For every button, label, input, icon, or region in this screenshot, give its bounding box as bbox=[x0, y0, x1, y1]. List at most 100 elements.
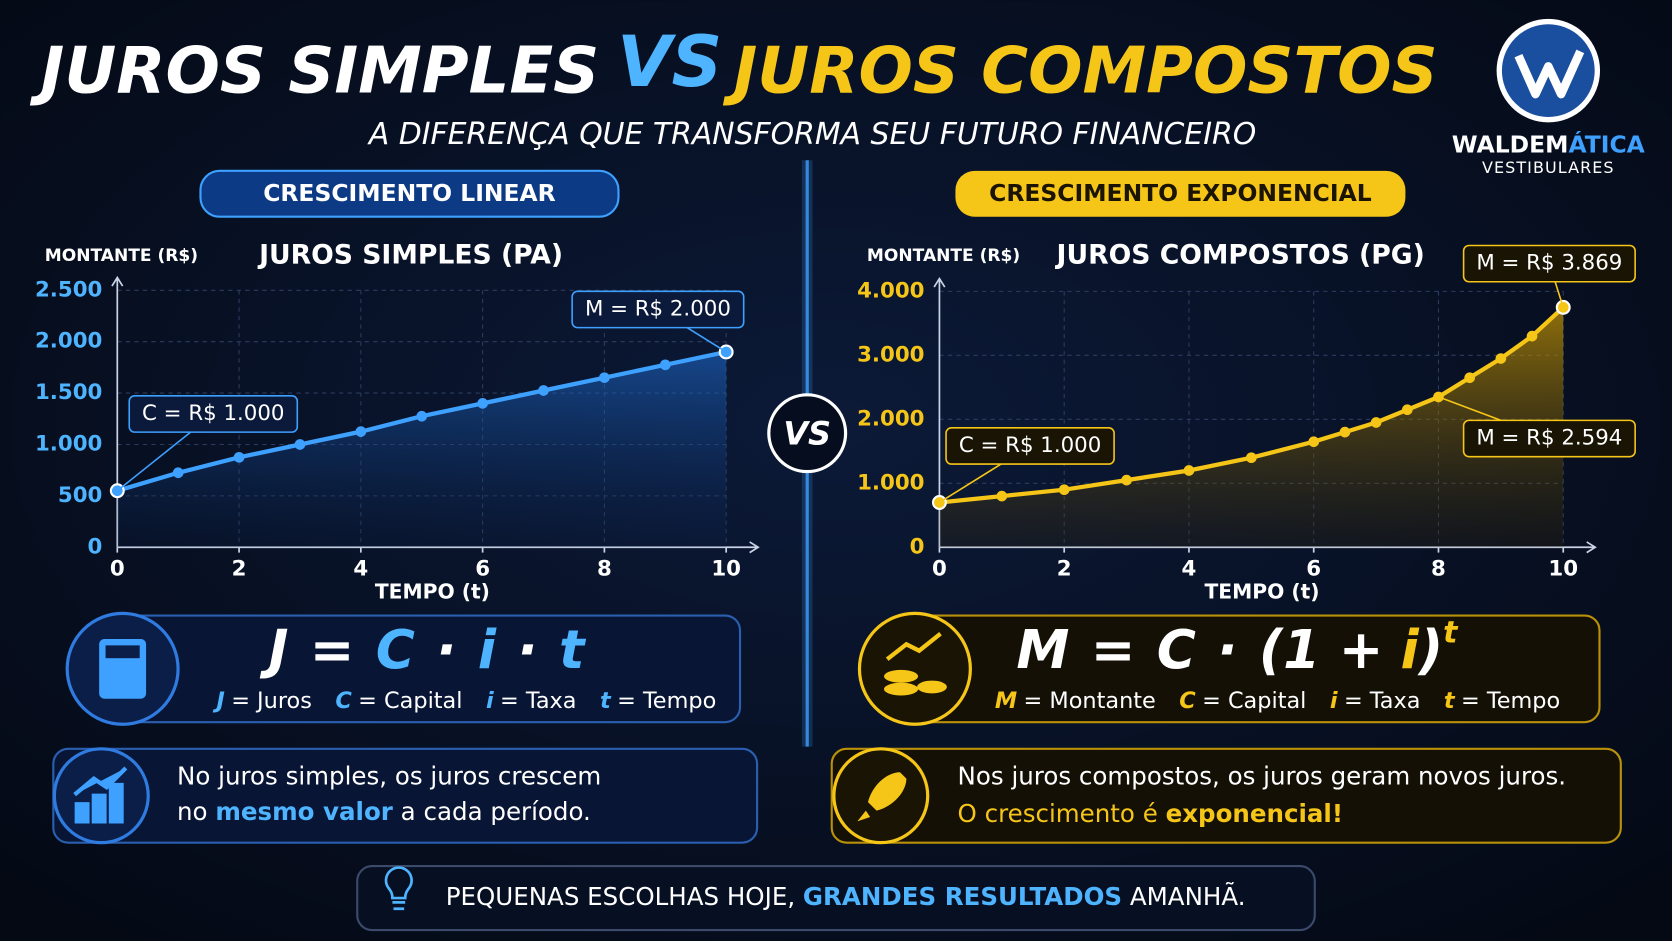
point bbox=[1370, 417, 1382, 428]
x-axis-label: TEMPO (t) bbox=[1204, 580, 1319, 604]
formula-part: C bbox=[1157, 618, 1196, 680]
point bbox=[1308, 436, 1320, 448]
point bbox=[538, 385, 549, 396]
formula-part: M bbox=[1016, 618, 1069, 680]
point bbox=[996, 490, 1008, 502]
title-right: JUROS COMPOSTOS bbox=[722, 34, 1437, 108]
legend-symbol: i bbox=[1330, 687, 1338, 713]
x-tick-label: 4 bbox=[353, 557, 368, 582]
legend-symbol: t bbox=[1444, 687, 1456, 713]
y-axis-label: MONTANTE (R$) bbox=[45, 246, 198, 266]
point bbox=[172, 467, 184, 479]
point bbox=[1246, 452, 1257, 464]
x-tick-label: 2 bbox=[1057, 557, 1072, 582]
badge-left: CRESCIMENTO LINEAR bbox=[263, 179, 556, 207]
bulb-icon bbox=[384, 866, 413, 911]
point bbox=[1058, 484, 1070, 496]
note-right-line1: Nos juros compostos, os juros geram novo… bbox=[958, 762, 1567, 791]
y-tick-label: 2.000 bbox=[35, 329, 102, 354]
y-tick-label: 1.000 bbox=[35, 431, 102, 456]
point bbox=[355, 426, 367, 437]
formula-part: = bbox=[310, 618, 355, 680]
legend-symbol: i bbox=[486, 687, 494, 713]
annotation-box bbox=[1462, 244, 1636, 283]
point bbox=[1464, 372, 1475, 384]
legend-symbol: C bbox=[1179, 687, 1196, 713]
legend-text: = Taxa bbox=[1344, 687, 1421, 713]
point bbox=[416, 410, 428, 422]
legend-symbol: t bbox=[600, 687, 612, 713]
formula-part: i bbox=[478, 618, 497, 680]
y-tick-label: 3.000 bbox=[857, 342, 924, 367]
badge-right: CRESCIMENTO EXPONENCIAL bbox=[989, 179, 1372, 207]
point bbox=[599, 372, 610, 383]
formula-part: · bbox=[1217, 618, 1237, 680]
footer-highlight: GRANDES RESULTADOS bbox=[803, 882, 1122, 911]
point bbox=[659, 359, 671, 371]
area bbox=[939, 307, 1564, 548]
annotation: M = R$ 3.869 bbox=[1476, 251, 1622, 276]
y-tick-label: 1.000 bbox=[857, 470, 924, 495]
footer-text: PEQUENAS ESCOLHAS HOJE, GRANDES RESULTAD… bbox=[446, 881, 1246, 911]
y-tick-label: 2.500 bbox=[35, 277, 102, 302]
icon-circle bbox=[857, 611, 972, 726]
point bbox=[1401, 404, 1413, 416]
vs-circle bbox=[767, 393, 848, 474]
footer-box bbox=[356, 865, 1316, 932]
y-tick-label: 0 bbox=[910, 534, 925, 559]
note-right-line2: O crescimento é exponencial! bbox=[958, 799, 1343, 828]
title-vs: VS bbox=[617, 21, 722, 103]
chart-title: JUROS COMPOSTOS (PG) bbox=[1055, 240, 1425, 271]
note-text: O crescimento é bbox=[958, 799, 1166, 828]
annotation: M = R$ 2.594 bbox=[1476, 426, 1622, 451]
note-text: no bbox=[177, 797, 215, 826]
legend-text: = Tempo bbox=[1461, 687, 1560, 713]
coins-icon bbox=[917, 680, 947, 694]
badge-right-bg bbox=[955, 170, 1406, 217]
logo-name-b: ÁTICA bbox=[1568, 130, 1645, 158]
note-left-line1: No juros simples, os juros crescem bbox=[177, 762, 601, 791]
logo-mark bbox=[1514, 49, 1585, 99]
y-axis-label: MONTANTE (R$) bbox=[867, 246, 1020, 266]
x-tick-label: 8 bbox=[1431, 557, 1446, 582]
footer-part: PEQUENAS ESCOLHAS HOJE, bbox=[446, 882, 803, 911]
legend-symbol: J bbox=[212, 687, 224, 713]
formula-legend-right: M = Montante C = Capital i = Taxa t = Tempo bbox=[995, 687, 1560, 713]
point bbox=[1526, 330, 1538, 342]
annotation: C = R$ 1.000 bbox=[959, 433, 1101, 458]
formula-part: i bbox=[1401, 618, 1420, 680]
point bbox=[1121, 474, 1132, 486]
y-tick-label: 1.500 bbox=[35, 380, 102, 405]
note-highlight: exponencial! bbox=[1166, 799, 1343, 828]
note-box-right bbox=[830, 747, 1622, 844]
chart-title: JUROS SIMPLES (PA) bbox=[257, 240, 563, 271]
point bbox=[294, 439, 306, 450]
x-tick-label: 4 bbox=[1182, 557, 1197, 582]
x-tick-label: 10 bbox=[711, 557, 741, 582]
formula-part: t bbox=[559, 618, 587, 680]
formula-right: M = C · (1 + i)t bbox=[1016, 615, 1459, 680]
area bbox=[117, 351, 727, 548]
badge-left-bg bbox=[199, 169, 620, 218]
coins-icon bbox=[883, 669, 919, 683]
x-tick-label: 6 bbox=[475, 557, 490, 582]
y-tick-label: 500 bbox=[58, 483, 103, 508]
note-left-line2: no mesmo valor a cada período. bbox=[177, 797, 591, 826]
formula-exponent: t bbox=[1443, 615, 1459, 650]
footer-part: AMANHÃ. bbox=[1122, 881, 1245, 911]
y-tick-label: 2.000 bbox=[857, 406, 924, 431]
formula-part: (1 + bbox=[1259, 618, 1384, 680]
annotation: C = R$ 1.000 bbox=[142, 401, 284, 426]
point bbox=[718, 344, 734, 360]
x-tick-label: 8 bbox=[597, 557, 612, 582]
logo-tagline: VESTIBULARES bbox=[1482, 158, 1615, 177]
point bbox=[233, 451, 245, 463]
logo-name-a: WALDEM bbox=[1452, 130, 1569, 158]
title-left: JUROS SIMPLES bbox=[30, 34, 600, 108]
legend-text: = Juros bbox=[231, 687, 312, 713]
rocket-icon bbox=[857, 772, 907, 822]
subtitle: A DIFERENÇA QUE TRANSFORMA SEU FUTURO FI… bbox=[367, 117, 1256, 152]
growth-icon bbox=[73, 766, 128, 824]
